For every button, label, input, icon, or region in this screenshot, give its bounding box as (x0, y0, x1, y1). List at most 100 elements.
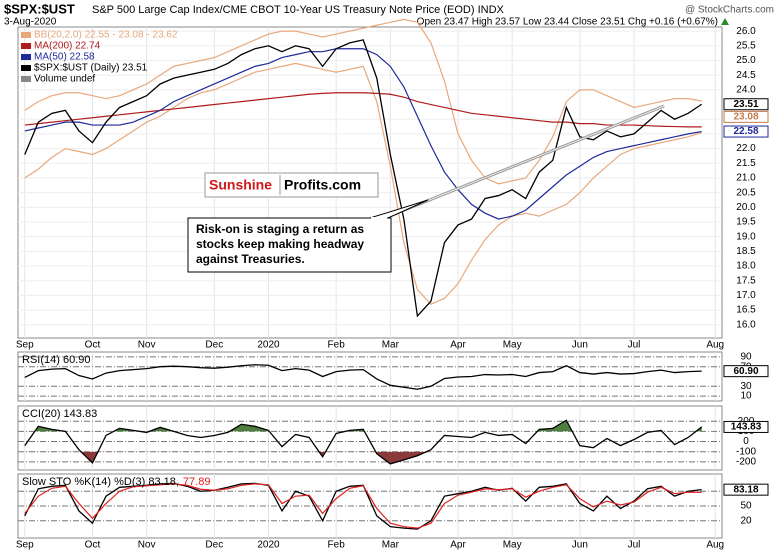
x-tick-label: Sep (16, 340, 34, 351)
legend-swatch (21, 76, 31, 82)
logo-black: Profits.com (284, 177, 361, 193)
x-tick-label: Apr (450, 340, 466, 351)
y-tick-label: 22.0 (736, 143, 756, 154)
series-line (24, 62, 702, 305)
x-tick-label: Jul (628, 540, 641, 551)
y-tick-label: -100 (736, 446, 756, 457)
y-tick-label: 24.0 (736, 84, 756, 95)
x-tick-label: Feb (328, 340, 346, 351)
y-tick-label: 21.0 (736, 173, 756, 184)
legend-label: Volume undef (34, 74, 95, 85)
y-tick-label: 21.5 (736, 158, 756, 169)
legend-swatch (21, 32, 31, 38)
y-tick-label: 18.5 (736, 246, 756, 257)
end-label: 23.08 (733, 112, 758, 123)
y-tick-label: 25.0 (736, 55, 756, 66)
end-label: 60.90 (733, 366, 758, 377)
y-tick-label: 30 (740, 381, 752, 392)
legend-label: RSI(14) 60.90 (22, 354, 90, 366)
x-tick-label: 2020 (257, 340, 280, 351)
x-tick-label: Dec (205, 540, 223, 551)
indicator-fill (81, 451, 427, 464)
y-tick-label: 18.0 (736, 261, 756, 272)
end-label-box (723, 420, 769, 433)
end-label: 22.58 (733, 126, 758, 137)
y-tick-label: 17.0 (736, 290, 756, 301)
end-label: 143.83 (731, 422, 762, 433)
legend-label: MA(200) 22.74 (34, 41, 101, 52)
end-label-box (723, 125, 769, 138)
y-tick-label: 26.0 (736, 26, 756, 37)
y-tick-label: 25.5 (736, 40, 756, 51)
y-tick-label: 16.5 (736, 305, 756, 316)
logo-box (204, 172, 379, 198)
y-tick-label: 10 (740, 391, 752, 402)
quote: Open 23.47 High 23.57 Low 23.44 Close 23… (417, 17, 718, 28)
y-tick-label: 50 (740, 501, 752, 512)
x-tick-label: Apr (450, 540, 466, 551)
x-tick-label: Dec (205, 340, 223, 351)
y-tick-label: 19.0 (736, 231, 756, 242)
y-tick-label: 19.5 (736, 217, 756, 228)
series-line (24, 483, 702, 529)
up-arrow (721, 18, 729, 25)
y-tick-label: -200 (736, 457, 756, 468)
legend-swatch (21, 54, 31, 60)
x-tick-label: Oct (85, 340, 101, 351)
panel (17, 351, 723, 402)
end-label-box (723, 365, 769, 378)
end-label: 23.51 (733, 99, 758, 110)
series-line (24, 92, 702, 128)
end-label: 83.18 (733, 484, 758, 495)
series-line (24, 419, 703, 465)
x-tick-label: Aug (706, 540, 724, 551)
y-tick-label: 24.5 (736, 70, 756, 81)
x-tick-label: Jun (572, 540, 588, 551)
x-tick-label: Nov (138, 340, 156, 351)
x-tick-label: 2020 (257, 540, 280, 551)
series-line (24, 364, 702, 390)
x-tick-label: Oct (85, 540, 101, 551)
source: @ StockCharts.com (685, 5, 774, 16)
x-tick-label: Nov (138, 540, 156, 551)
callout-line: Risk-on is staging a return as (196, 222, 364, 236)
x-tick-label: May (503, 340, 522, 351)
callout-line: stocks keep making headway (196, 237, 364, 251)
y-tick-label: 17.5 (736, 275, 756, 286)
y-tick-label: 0 (743, 436, 749, 447)
legend-label: $SPX:$UST (Daily) 23.51 (34, 63, 148, 74)
x-tick-label: Sep (16, 540, 34, 551)
legend-label: BB(20,2.0) 22.55 - 23.08 - 23.62 (34, 30, 178, 41)
logo-red: Sunshine (209, 177, 272, 193)
indicator-fill (34, 420, 702, 432)
x-tick-label: Jul (628, 340, 641, 351)
y-tick-label: 20.5 (736, 187, 756, 198)
legend-label: CCI(20) 143.83 (22, 408, 97, 420)
end-label-box (723, 98, 769, 111)
x-tick-label: May (503, 540, 522, 551)
callout-box (187, 217, 392, 273)
x-tick-label: Aug (706, 340, 724, 351)
series-line (24, 48, 702, 220)
trend-line-inner (391, 105, 665, 216)
symbol: $SPX:$UST (4, 1, 75, 16)
end-label-box (723, 483, 769, 496)
y-tick-label: 16.0 (736, 319, 756, 330)
x-tick-label: Jun (572, 340, 588, 351)
legend-label: 77.89 (183, 476, 211, 488)
panel (17, 405, 723, 471)
x-tick-label: Mar (382, 340, 400, 351)
date: 3-Aug-2020 (4, 17, 57, 28)
legend-label: Slow STO %K(14) %D(3) 83.18, (22, 476, 179, 488)
legend-label: MA(50) 22.58 (34, 52, 95, 63)
y-tick-label: 90 (740, 352, 752, 363)
description: S&P 500 Large Cap Index/CME CBOT 10-Year… (92, 4, 505, 16)
y-tick-label: 20 (740, 515, 752, 526)
series-line (24, 39, 703, 318)
legend-swatch (21, 65, 31, 71)
series-line (24, 18, 702, 185)
legend-swatch (21, 43, 31, 49)
x-tick-label: Mar (382, 540, 400, 551)
